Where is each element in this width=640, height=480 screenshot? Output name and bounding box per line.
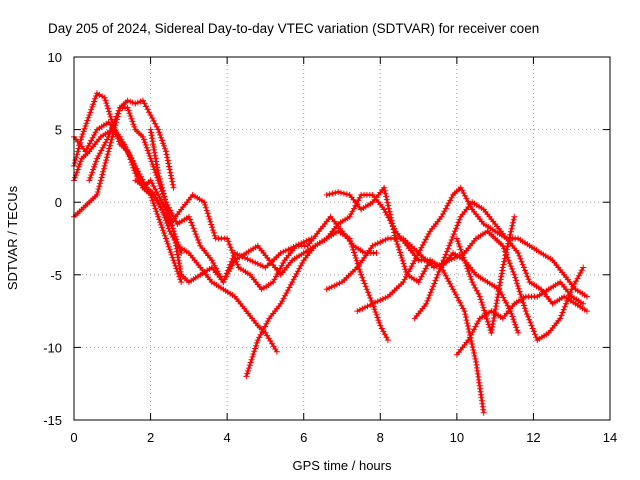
series-markers — [323, 228, 587, 344]
x-tick-label: 4 — [224, 430, 231, 445]
x-tick-label: 10 — [450, 430, 464, 445]
x-axis-label: GPS time / hours — [293, 458, 392, 473]
y-tick-label: 10 — [48, 50, 62, 65]
x-axis: 0 2 4 6 8 10 12 14 — [70, 57, 617, 445]
series-markers — [132, 177, 380, 293]
y-tick-label: -5 — [50, 268, 62, 283]
y-axis-label: SDTVAR / TECUs — [5, 185, 20, 290]
x-tick-label: 2 — [147, 430, 154, 445]
data-series — [71, 90, 590, 416]
x-tick-label: 14 — [603, 430, 617, 445]
chart-title: Day 205 of 2024, Sidereal Day-to-day VTE… — [48, 21, 539, 36]
series-sat-i — [323, 184, 522, 336]
y-tick-label: -15 — [43, 413, 62, 428]
series-markers — [453, 213, 518, 336]
y-tick-label: 0 — [55, 195, 62, 210]
series-sat-l — [411, 199, 590, 322]
series-markers — [323, 184, 522, 336]
x-tick-label: 6 — [300, 430, 307, 445]
y-tick-label: -10 — [43, 340, 62, 355]
series-markers — [411, 199, 590, 322]
y-tick-label: 5 — [55, 123, 62, 138]
series-sat-j — [323, 228, 587, 344]
x-tick-label: 8 — [377, 430, 384, 445]
series-sat-n — [453, 213, 518, 336]
y-axis: -15 -10 -5 0 5 10 — [43, 50, 610, 428]
plot-frame — [73, 56, 611, 421]
x-tick-label: 0 — [70, 430, 77, 445]
x-tick-label: 12 — [526, 430, 540, 445]
